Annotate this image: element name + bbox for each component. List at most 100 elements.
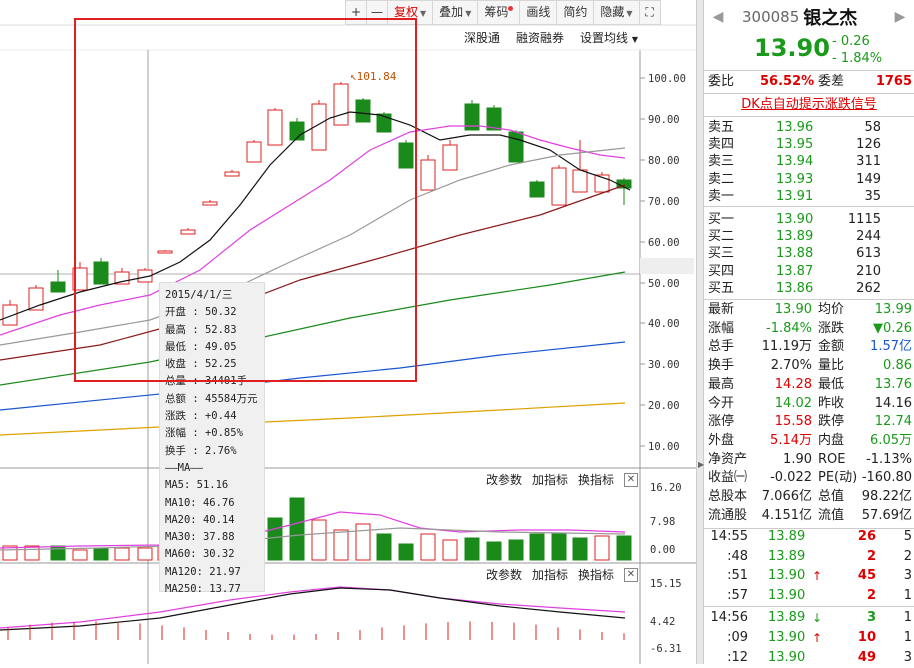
kline-chart[interactable]: 100.0090.0080.0070.0060.0052.1150.0040.0… <box>0 0 696 664</box>
sell-level-1[interactable]: 卖一 13.91 35 <box>704 187 914 207</box>
level-label: 买二 <box>708 229 735 245</box>
tick-time: :12 <box>727 649 748 665</box>
weibi-row: 委比 56.52% 委差 1765 <box>704 72 914 92</box>
candle <box>376 113 392 133</box>
macd-dif-line <box>0 587 626 631</box>
tooltip-key: 开盘 <box>165 306 186 319</box>
buy-level-2[interactable]: 买二 13.89 244 <box>704 227 914 247</box>
buy-level-5[interactable]: 买五 13.86 262 <box>704 279 914 299</box>
close-icon[interactable]: ✕ <box>624 472 638 487</box>
tooltip-key: MA10 <box>165 496 191 509</box>
vol-switch-indicator-button[interactable]: 换指标 <box>577 473 614 487</box>
collapse-arrow-icon[interactable]: ▶ <box>698 460 705 469</box>
macd-dea-line <box>0 586 626 629</box>
vol-edit-params-button[interactable]: 改参数 <box>485 473 522 487</box>
tick-count: 1 <box>903 587 912 603</box>
level-label: 卖五 <box>708 120 735 135</box>
ma-settings-button[interactable]: 设置均线 ▼ <box>580 29 638 46</box>
close-icon[interactable]: ✕ <box>624 567 638 582</box>
draw-line-button[interactable]: 画线 <box>520 0 558 25</box>
tooltip-value: 30.32 <box>202 548 235 561</box>
divider <box>704 299 914 300</box>
tooltip-ma-rows: MA5: 51.16 MA10: 46.76 MA20: 40.14 MA30: 37… <box>165 477 259 598</box>
tooltip-date: 2015/4/1/三 <box>165 289 233 301</box>
overlay-button[interactable]: 叠加 ▼ <box>433 0 479 25</box>
buy-level-4[interactable]: 买四 13.87 210 <box>704 262 914 282</box>
tick-price: 13.89 <box>768 610 806 626</box>
expand-icon[interactable]: ⛶ <box>639 0 661 25</box>
stat-row: 换手 2.70% 量比 0.86 <box>704 356 914 376</box>
volume-bar <box>376 533 392 561</box>
stat-label: 流通股 <box>708 507 748 523</box>
simple-mode-button[interactable]: 简约 <box>557 0 595 25</box>
prev-stock-icon[interactable]: ◀ <box>712 9 724 25</box>
tick-direction-icon: ↑ <box>812 569 823 584</box>
chip-label: 筹码 <box>484 5 509 19</box>
tick-row: 14:55 13.89 26 5 <box>704 527 914 547</box>
stat-label: 最新 <box>708 302 735 317</box>
tick-volume: 10 <box>857 630 876 645</box>
candle-tooltip: 2015/4/1/三 开盘 : 50.32 最高 : 52.83 最低 : 49.0… <box>159 282 265 595</box>
tick-count: 2 <box>903 548 912 564</box>
sell-level-4[interactable]: 卖四 13.95 126 <box>704 135 914 155</box>
volume-bar <box>551 533 567 561</box>
zoom-out-button[interactable]: — <box>367 0 388 25</box>
stock-name: 银之杰 <box>803 8 858 29</box>
level-price: 13.91 <box>776 188 814 204</box>
chevron-down-icon: ▼ <box>626 9 633 18</box>
fuquan-button[interactable]: 复权 ▼ <box>388 0 434 25</box>
volume-axis-label: 7.98 <box>650 516 675 528</box>
stat-label: 量比 <box>818 358 845 374</box>
weibi-label: 委比 <box>708 74 735 89</box>
tick-row: 14:56 13.89 ↓ 3 1 <box>704 608 914 628</box>
weicha-label: 委差 <box>818 74 845 89</box>
candle <box>572 169 588 193</box>
sell-level-5[interactable]: 卖五 13.96 58 <box>704 118 914 138</box>
stat-value: 7.066亿 <box>761 489 812 504</box>
volume-panel-buttons: 改参数 加指标 换指标 ✕ <box>486 471 638 488</box>
price-change: - 0.26 - 1.84% <box>832 33 882 67</box>
buy-level-3[interactable]: 买三 13.88 613 <box>704 244 914 264</box>
zoom-in-button[interactable]: + <box>345 0 367 25</box>
tooltip-row: 涨跌 : +0.44 <box>165 410 237 423</box>
dk-signal-link[interactable]: DK点自动提示涨跌信号 <box>741 97 877 112</box>
tooltip-value: 52.83 <box>204 323 237 336</box>
panel-divider[interactable]: ▶ <box>696 0 704 664</box>
level-volume: 244 <box>856 229 881 245</box>
buy-level-1[interactable]: 买一 13.90 1115 <box>704 210 914 230</box>
tick-volume: 26 <box>857 529 876 544</box>
level-volume: 149 <box>856 171 881 187</box>
tick-direction-icon: ↓ <box>812 611 823 626</box>
macd-add-indicator-button[interactable]: 加指标 <box>531 568 568 582</box>
volume-bar <box>114 547 130 561</box>
volume-bar <box>93 547 109 561</box>
level-price: 13.86 <box>776 280 814 296</box>
candle <box>137 269 153 283</box>
margin-trading-link[interactable]: 融资融券 <box>515 31 564 45</box>
hide-button[interactable]: 隐藏 ▼ <box>594 0 640 25</box>
stat-row: 最高 14.28 最低 13.76 <box>704 375 914 395</box>
fuquan-label: 复权 <box>394 5 419 19</box>
volume-bar <box>442 539 458 561</box>
macd-edit-params-button[interactable]: 改参数 <box>485 568 522 582</box>
stat-label: 总股本 <box>708 489 748 504</box>
tick-row: :48 13.89 2 2 <box>704 547 914 567</box>
sell-level-2[interactable]: 卖二 13.93 149 <box>704 170 914 190</box>
sell-level-3[interactable]: 卖三 13.94 311 <box>704 152 914 172</box>
kline-chart-area[interactable]: 100.0090.0080.0070.0060.0052.1150.0040.0… <box>0 0 696 664</box>
volume-bar <box>508 539 524 561</box>
stat-row: 总手 11.19万 金额 1.57亿 <box>704 337 914 357</box>
sgt-link[interactable]: 深股通 <box>463 31 500 45</box>
next-stock-icon[interactable]: ▶ <box>894 9 906 25</box>
candle <box>157 250 173 254</box>
stat-label: 涨幅 <box>708 320 735 336</box>
vol-add-indicator-button[interactable]: 加指标 <box>531 473 568 487</box>
stat-row: 总股本 7.066亿 总值 98.22亿 <box>704 487 914 507</box>
chip-button[interactable]: 筹码 <box>478 0 521 25</box>
volume-bar <box>464 537 480 561</box>
tooltip-ma-row: MA20: 40.14 <box>165 513 235 526</box>
tick-volume: 3 <box>866 610 876 626</box>
macd-switch-indicator-button[interactable]: 换指标 <box>577 568 614 582</box>
ma5-line <box>0 111 631 321</box>
tooltip-key: 收盘 <box>165 358 186 371</box>
